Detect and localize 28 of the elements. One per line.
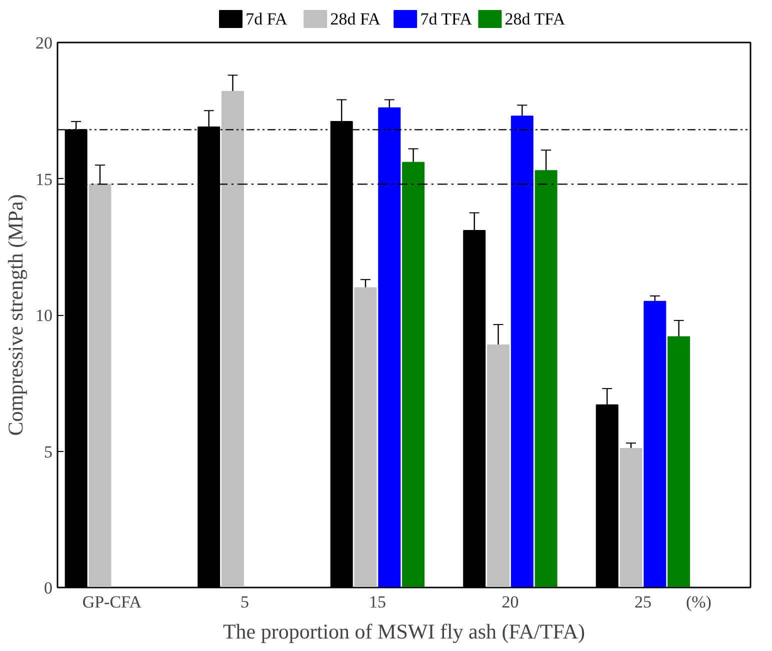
y-tick-label: 10	[36, 306, 52, 325]
legend-label: 7d TFA	[420, 10, 473, 28]
bar	[88, 184, 112, 588]
y-tick-label: 15	[36, 170, 52, 189]
text: (%)	[686, 592, 712, 612]
bar	[487, 344, 510, 588]
bar	[534, 170, 558, 588]
x-axis-title: The proportion of MSWI fly ash (FA/TFA)	[223, 620, 586, 644]
bar	[510, 116, 534, 588]
legend-label: 28d TFA	[504, 10, 566, 28]
x-tick-label: 5	[240, 592, 249, 612]
y-tick-label: 20	[36, 34, 52, 52]
x-tick-label: 20	[502, 592, 519, 612]
bar	[620, 448, 642, 588]
y-tick-label: 5	[44, 442, 52, 462]
y-axis-title: Compressive strength (MPa)	[4, 194, 28, 436]
legend-label: 7d FA	[246, 10, 288, 28]
bar	[354, 287, 377, 588]
bar	[402, 162, 425, 588]
x-tick-label: 25	[634, 592, 652, 612]
legend-label: 28d FA	[330, 10, 382, 28]
y-tick-label: 0	[44, 578, 52, 598]
bar	[221, 91, 244, 588]
bar	[668, 336, 690, 588]
x-tick-label: 15	[368, 592, 386, 612]
x-tick-label: GP-CFA	[82, 592, 142, 612]
bar	[644, 300, 666, 588]
bar	[378, 107, 401, 588]
